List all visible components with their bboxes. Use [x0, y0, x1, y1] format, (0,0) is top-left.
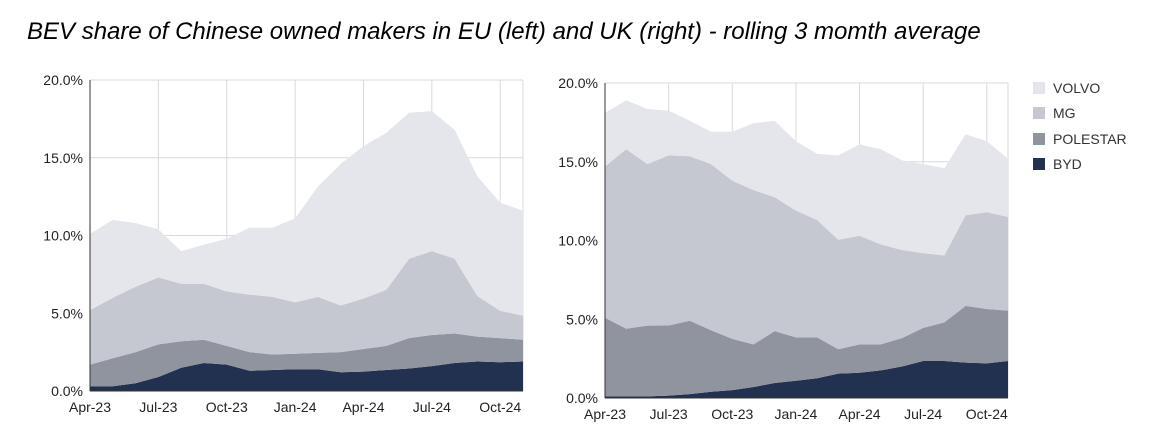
eu-area-polestar [90, 333, 523, 387]
legend-item-byd: BYD [1033, 152, 1127, 178]
uk-x-tick-label: Oct-23 [711, 406, 753, 422]
legend-label-mg: MG [1053, 105, 1076, 122]
uk-area-mg [605, 149, 1008, 350]
uk-y-tick-label: 0.0% [566, 390, 598, 406]
eu-x-tick-label: Jul-23 [139, 399, 177, 415]
eu-area-mg [90, 251, 523, 365]
uk-y-tick-label: 10.0% [558, 233, 598, 249]
eu-x-tick-label: Oct-23 [206, 399, 248, 415]
legend-label-volvo: VOLVO [1053, 79, 1101, 96]
legend: VOLVO MG POLESTAR BYD [1033, 75, 1127, 177]
eu-area-byd [90, 361, 523, 391]
eu-area-volvo [90, 111, 523, 316]
uk-y-tick-label: 15.0% [558, 154, 598, 170]
legend-item-mg: MG [1033, 101, 1127, 127]
eu-y-tick-label: 5.0% [51, 305, 83, 321]
legend-label-polestar: POLESTAR [1053, 130, 1127, 147]
uk-y-tick-label: 20.0% [558, 75, 598, 91]
eu-x-tick-label: Apr-23 [69, 399, 111, 415]
uk-x-tick-label: Jan-24 [774, 406, 817, 422]
legend-swatch-byd [1033, 158, 1045, 171]
legend-swatch-polestar [1033, 132, 1045, 145]
uk-x-tick-label: Apr-24 [839, 406, 881, 422]
eu-y-tick-label: 0.0% [51, 383, 83, 399]
legend-swatch-volvo [1033, 81, 1045, 94]
uk-x-tick-label: Jul-24 [904, 406, 942, 422]
eu-y-tick-label: 15.0% [43, 150, 83, 166]
legend-swatch-mg [1033, 107, 1045, 120]
chart-title: BEV share of Chinese owned makers in EU … [27, 18, 981, 45]
eu-x-tick-label: Jul-24 [413, 399, 451, 415]
eu-x-tick-label: Jan-24 [274, 399, 317, 415]
uk-x-tick-label: Jul-23 [650, 406, 688, 422]
eu-x-tick-label: Apr-24 [342, 399, 384, 415]
eu-y-tick-label: 20.0% [43, 72, 83, 88]
legend-label-byd: BYD [1053, 156, 1082, 173]
legend-item-volvo: VOLVO [1033, 75, 1127, 101]
uk-area-volvo [605, 100, 1008, 256]
uk-x-tick-label: Oct-24 [966, 406, 1008, 422]
eu-y-tick-label: 10.0% [43, 228, 83, 244]
uk-x-tick-label: Apr-23 [584, 406, 626, 422]
uk-y-tick-label: 5.0% [566, 311, 598, 327]
eu-x-tick-label: Oct-24 [479, 399, 521, 415]
uk-area-polestar [605, 305, 1008, 397]
legend-item-polestar: POLESTAR [1033, 126, 1127, 152]
